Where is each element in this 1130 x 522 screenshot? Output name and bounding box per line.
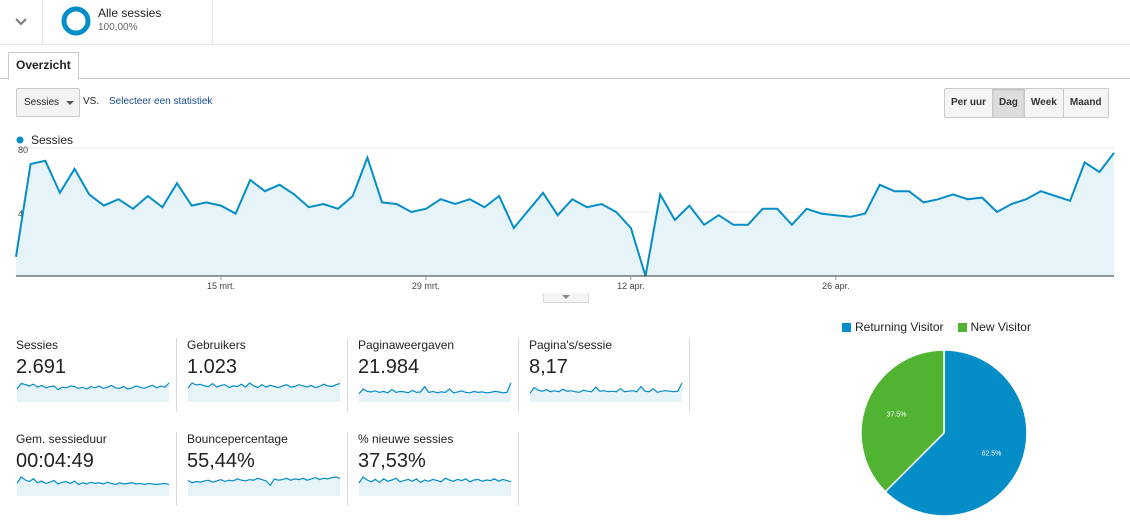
sparkline: [187, 382, 341, 402]
chevron-down-icon: [562, 295, 570, 299]
scorecard-value: 55,44%: [187, 450, 255, 472]
scorecard-label: Bouncepercentage: [187, 432, 288, 446]
tab-row: Overzicht: [0, 44, 1130, 80]
x-tick-label: 15 mrt.: [207, 281, 235, 291]
sparkline-line: [16, 382, 170, 391]
scorecard-nieuwe-sessies[interactable]: % nieuwe sessies 37,53%: [358, 432, 519, 506]
y-tick-label: 80: [18, 145, 28, 155]
scorecard-gebruikers[interactable]: Gebruikers 1.023: [187, 338, 348, 412]
segment-percent: 100,00%: [98, 22, 138, 33]
scorecard-sessies[interactable]: Sessies 2.691: [16, 338, 177, 412]
scorecard-value: 00:04:49: [16, 450, 94, 472]
scorecard-label: Gebruikers: [187, 338, 246, 352]
scorecard-value: 2.691: [16, 356, 67, 378]
sparkline-area: [359, 477, 511, 496]
x-tick-label: 12 apr.: [617, 281, 645, 291]
scorecard-value: 37,53%: [358, 450, 426, 472]
sparkline: [529, 382, 683, 402]
sparkline-line: [358, 382, 512, 395]
sparkline: [358, 382, 512, 402]
scorecard-label: % nieuwe sessies: [358, 432, 454, 446]
pie-legend: Returning Visitor New Visitor: [842, 320, 1031, 334]
metric-select[interactable]: Sessies: [16, 88, 80, 117]
x-tick-label: 29 mrt.: [412, 281, 440, 291]
collapse-button[interactable]: [0, 0, 43, 44]
sparkline-line: [187, 476, 341, 487]
segment-bar: Alle sessies 100,00%: [0, 0, 1130, 45]
pie-slice[interactable]: [860, 349, 945, 493]
week-button[interactable]: Week: [1024, 89, 1064, 117]
segment-all-sessions[interactable]: Alle sessies 100,00%: [42, 0, 213, 44]
sparkline-line: [16, 476, 170, 486]
sparkline-line: [358, 476, 512, 484]
tab-overview[interactable]: Overzicht: [8, 52, 79, 80]
sparkline-area: [17, 477, 169, 496]
series-legend-label: Sessies: [31, 133, 73, 147]
scorecard-paginas-per-sessie[interactable]: Pagina's/sessie 8,17: [529, 338, 690, 412]
series-area: [16, 152, 1114, 276]
sparkline: [358, 476, 512, 496]
scorecard-label: Gem. sessieduur: [16, 432, 107, 446]
legend-item-new[interactable]: New Visitor: [957, 320, 1031, 334]
pie-slice-label: 37.5%: [887, 411, 907, 418]
visitor-type-pie-chart: 62.5% 37.5%: [860, 349, 1028, 517]
granularity-buttons: Per uur Dag Week Maand: [944, 88, 1109, 118]
segment-ring-icon: [61, 6, 91, 36]
legend-label: New Visitor: [970, 320, 1031, 334]
sparkline-area: [17, 383, 169, 402]
sparkline: [16, 476, 170, 496]
scorecard-value: 21.984: [358, 356, 420, 378]
sparkline-line: [529, 382, 683, 394]
scorecard-bouncepercentage[interactable]: Bouncepercentage 55,44%: [187, 432, 348, 506]
sparkline-line: [187, 382, 341, 389]
sparkline-area: [530, 383, 682, 402]
legend-label: Returning Visitor: [855, 320, 944, 334]
per-hour-button[interactable]: Per uur: [945, 89, 994, 117]
sparkline: [16, 382, 170, 402]
scorecard-label: Paginaweergaven: [358, 338, 455, 352]
scorecard-value: 8,17: [529, 356, 568, 378]
chevron-down-icon: [66, 101, 74, 105]
scorecard-paginaweergaven[interactable]: Paginaweergaven 21.984: [358, 338, 519, 412]
segment-title: Alle sessies: [98, 6, 162, 20]
series-legend-dot: [16, 136, 24, 144]
series-line: [15, 152, 1115, 277]
pie-slice-label: 62.5%: [982, 451, 1002, 458]
metric-select-label: Sessies: [24, 97, 60, 108]
sessions-line-chart: Sessies804015 mrt.29 mrt.12 apr.26 apr.: [15, 133, 1115, 291]
legend-swatch: [842, 322, 851, 332]
scorecard-label: Pagina's/sessie: [529, 338, 613, 352]
vs-label: VS.: [83, 96, 100, 107]
scorecard-gem-sessieduur[interactable]: Gem. sessieduur 00:04:49: [16, 432, 177, 506]
day-button[interactable]: Dag: [993, 89, 1025, 117]
sparkline-area: [188, 383, 340, 402]
legend-swatch: [957, 322, 967, 332]
select-stat-link[interactable]: Selecteer een statistiek: [109, 96, 213, 107]
legend-item-returning[interactable]: Returning Visitor: [842, 320, 944, 334]
scorecard-label: Sessies: [16, 338, 59, 352]
month-button[interactable]: Maand: [1063, 89, 1108, 117]
chevron-down-icon: [15, 18, 27, 26]
x-tick-label: 26 apr.: [822, 281, 850, 291]
pie-slice[interactable]: [884, 349, 1028, 517]
chart-resize-handle[interactable]: [543, 293, 589, 303]
scorecard-value: 1.023: [187, 356, 238, 378]
sparkline: [187, 476, 341, 496]
